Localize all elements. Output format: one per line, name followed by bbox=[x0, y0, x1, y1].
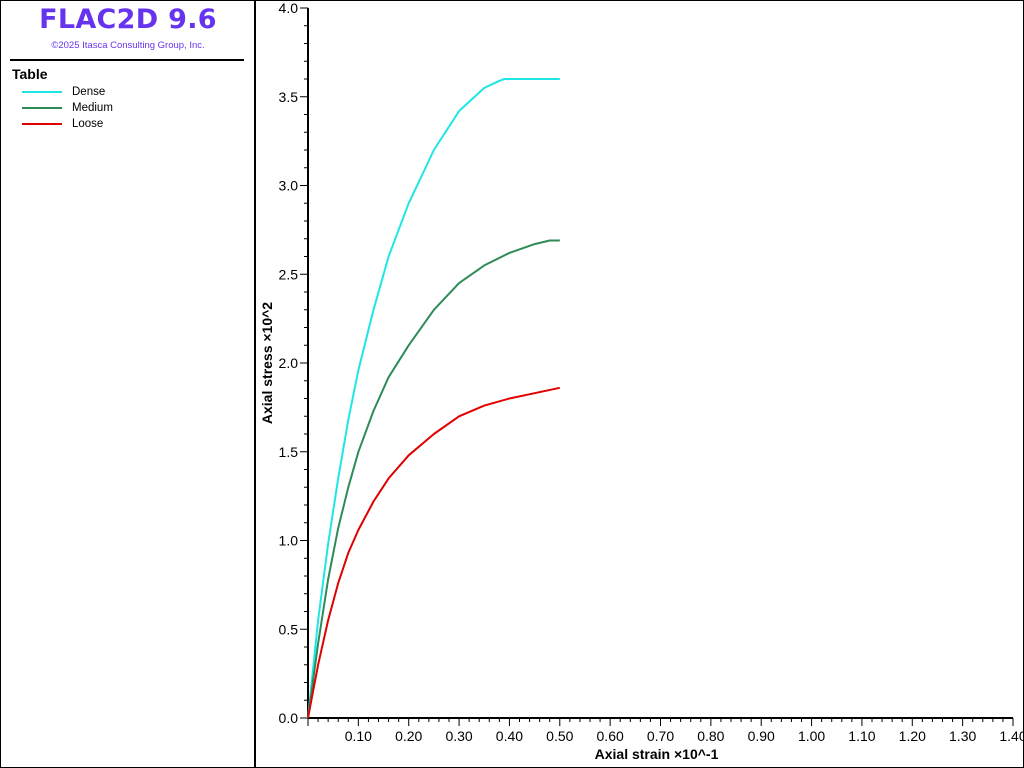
series-line-dense bbox=[307, 78, 560, 719]
legend-swatch-dense bbox=[22, 91, 62, 93]
x-tick-label: 0.50 bbox=[546, 728, 573, 744]
legend-item-medium: Medium bbox=[22, 100, 113, 116]
legend-title: Table bbox=[12, 66, 48, 82]
y-axis-title: Axial stress ×10^2 bbox=[259, 302, 275, 424]
x-tick-label: 0.60 bbox=[597, 728, 624, 744]
y-tick-label: 1.0 bbox=[279, 533, 299, 549]
y-tick-label: 2.5 bbox=[279, 266, 299, 282]
series-line-loose bbox=[307, 386, 561, 719]
y-tick-label: 4.0 bbox=[279, 0, 299, 16]
x-tick-label: 0.30 bbox=[445, 728, 472, 744]
series-line-medium bbox=[307, 239, 560, 719]
x-axis-title: Axial strain ×10^-1 bbox=[595, 746, 719, 762]
copyright-text: ©2025 Itasca Consulting Group, Inc. bbox=[51, 40, 205, 51]
legend-label-medium: Medium bbox=[72, 102, 113, 114]
x-tick-label: 0.10 bbox=[345, 728, 372, 744]
y-tick-label: 0.0 bbox=[279, 710, 299, 726]
x-tick-label: 0.70 bbox=[647, 728, 674, 744]
x-tick-label: 1.10 bbox=[848, 728, 875, 744]
legend-swatch-medium bbox=[22, 107, 62, 109]
legend-label-loose: Loose bbox=[72, 118, 104, 130]
y-tick-label: 3.0 bbox=[279, 178, 299, 194]
x-tick-label: 1.30 bbox=[949, 728, 976, 744]
y-tick-label: 2.0 bbox=[279, 355, 299, 371]
legend-item-dense: Dense bbox=[22, 84, 105, 100]
x-tick-label: 1.20 bbox=[899, 728, 926, 744]
legend-swatch-loose bbox=[22, 123, 62, 125]
y-tick-label: 0.5 bbox=[279, 621, 299, 637]
x-tick-label: 0.20 bbox=[395, 728, 422, 744]
x-tick-label: 0.40 bbox=[496, 728, 523, 744]
y-tick-label: 3.5 bbox=[279, 89, 299, 105]
legend-panel: FLAC2D 9.6 ©2025 Itasca Consulting Group… bbox=[0, 0, 256, 768]
legend-divider bbox=[10, 59, 244, 61]
y-tick-label: 1.5 bbox=[279, 444, 299, 460]
x-tick-label: 0.80 bbox=[697, 728, 724, 744]
x-tick-label: 1.40 bbox=[999, 728, 1024, 744]
x-tick-label: 0.90 bbox=[748, 728, 775, 744]
x-tick-label: 1.00 bbox=[798, 728, 825, 744]
legend-label-dense: Dense bbox=[72, 86, 106, 98]
app-title: FLAC2D 9.6 bbox=[39, 4, 217, 35]
legend-item-loose: Loose bbox=[22, 116, 103, 132]
